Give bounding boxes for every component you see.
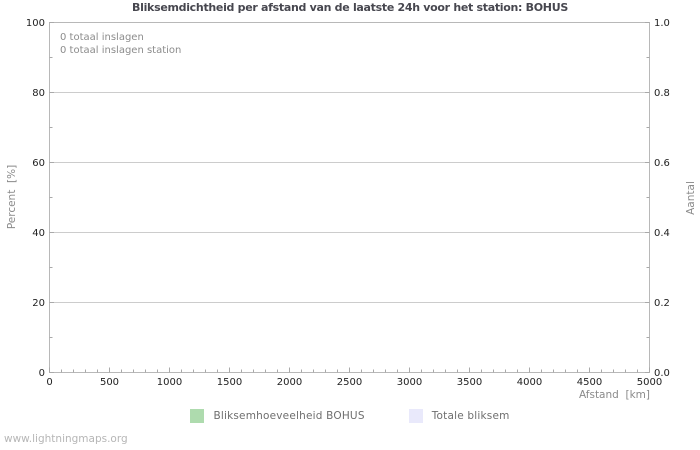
annotation-total-strikes: 0 totaal inslagen	[60, 32, 144, 43]
svg-text:1500: 1500	[217, 377, 242, 388]
svg-text:5000: 5000	[637, 377, 662, 388]
legend: Bliksemhoeveelheid BOHUS Totale bliksem	[0, 409, 700, 423]
legend-label-total: Totale bliksem	[431, 410, 510, 422]
y-axis-right-label: Aantal	[685, 181, 697, 215]
legend-item-bohus: Bliksemhoeveelheid BOHUS	[190, 409, 364, 423]
y-axis-left-label: Percent [%]	[6, 164, 18, 230]
x-axis-label: Afstand [km]	[578, 389, 650, 401]
svg-text:500: 500	[100, 377, 119, 388]
svg-text:2000: 2000	[277, 377, 302, 388]
annotation-block: 0 totaal inslagen 0 totaal inslagen stat…	[60, 31, 181, 57]
annotation-total-strikes-station: 0 totaal inslagen station	[60, 45, 182, 56]
svg-text:100: 100	[26, 18, 45, 29]
svg-text:1000: 1000	[157, 377, 182, 388]
svg-text:0: 0	[46, 377, 52, 388]
chart-title: Bliksemdichtheid per afstand van de laat…	[132, 1, 568, 14]
svg-text:0.0: 0.0	[654, 368, 670, 379]
svg-text:4000: 4000	[517, 377, 542, 388]
svg-text:40: 40	[32, 228, 45, 239]
svg-text:0.4: 0.4	[654, 228, 670, 239]
legend-label-bohus: Bliksemhoeveelheid BOHUS	[213, 410, 365, 422]
svg-text:0.6: 0.6	[654, 158, 670, 169]
svg-text:2500: 2500	[337, 377, 362, 388]
svg-text:0.2: 0.2	[654, 298, 670, 309]
legend-swatch-bohus	[190, 409, 205, 423]
svg-text:0.8: 0.8	[654, 88, 670, 99]
svg-text:3000: 3000	[397, 377, 422, 388]
svg-text:20: 20	[32, 298, 45, 309]
svg-text:1.0: 1.0	[654, 18, 670, 29]
svg-text:0: 0	[39, 368, 45, 379]
svg-text:4500: 4500	[577, 377, 602, 388]
legend-swatch-total	[408, 409, 423, 423]
svg-text:80: 80	[32, 88, 45, 99]
watermark-link: www.lightningmaps.org	[4, 433, 128, 445]
svg-text:60: 60	[32, 158, 45, 169]
svg-text:3500: 3500	[457, 377, 482, 388]
legend-item-total: Totale bliksem	[408, 409, 510, 423]
